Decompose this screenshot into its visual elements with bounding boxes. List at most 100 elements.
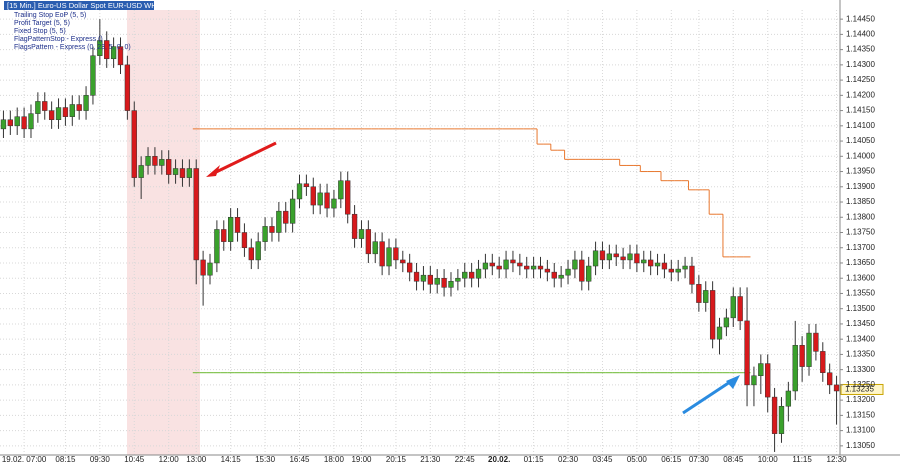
x-tick-label: 19:00 [351, 455, 372, 464]
chart-title: [15 Min.] Euro-US Dollar Spot EUR-USD WH… [7, 1, 178, 10]
candle-body [28, 113, 34, 130]
candle-body [709, 290, 716, 340]
candle-body [641, 259, 647, 264]
candle-body [145, 156, 151, 166]
candle-body [627, 253, 633, 261]
y-tick-label: 1.13200 [846, 395, 875, 404]
candle-body [599, 250, 606, 261]
y-tick-label: 1.14250 [846, 75, 875, 84]
candle-body [496, 265, 502, 270]
y-tick-label: 1.14200 [846, 90, 875, 99]
y-tick-label: 1.13850 [846, 197, 875, 206]
candle-body [524, 265, 530, 270]
candle-body [696, 284, 702, 303]
candle-body [503, 259, 509, 270]
x-tick-label: 05:00 [627, 455, 648, 464]
y-tick-label: 1.13700 [846, 243, 875, 252]
candle-body [345, 180, 351, 215]
y-tick-label: 1.13950 [846, 167, 875, 176]
x-tick-label: 02:30 [558, 455, 579, 464]
y-tick-label: 1.13450 [846, 319, 875, 328]
candle-body [124, 64, 131, 111]
candle-body [489, 262, 495, 267]
candle-body [14, 116, 20, 127]
candle-body [48, 110, 55, 120]
candle-body [647, 259, 654, 267]
candle-body [276, 210, 282, 233]
x-tick-label: 14:15 [221, 455, 242, 464]
candle-body [331, 198, 337, 209]
x-tick-label: 10:45 [124, 455, 145, 464]
candle-body [166, 159, 172, 175]
highlight-zone [127, 10, 200, 455]
y-tick-label: 1.13400 [846, 334, 875, 343]
candle-body [317, 192, 323, 206]
candle-body [0, 119, 7, 130]
candle-body [372, 241, 378, 255]
x-tick-label: 03:45 [592, 455, 613, 464]
candle-body [558, 274, 564, 279]
legend-entry: Profit Target (5, 5) [14, 20, 70, 27]
candle-body [537, 265, 544, 270]
candle-body [579, 259, 585, 282]
candle-body [654, 262, 661, 267]
candle-body [221, 229, 227, 242]
candle-body [551, 271, 557, 279]
candle-body [117, 46, 124, 66]
candle-body [21, 116, 27, 130]
y-tick-label: 1.14400 [846, 29, 875, 38]
candle-body [737, 296, 743, 322]
y-tick-label: 1.13500 [846, 304, 875, 313]
x-tick-label: 13:00 [186, 455, 207, 464]
candle-body [172, 168, 179, 175]
candle-body [544, 268, 551, 273]
x-tick-label: 21:30 [420, 455, 441, 464]
candle-body [475, 268, 482, 279]
candle-body [138, 165, 144, 178]
x-tick-label: 20.02. [488, 455, 510, 464]
candle-body [820, 351, 826, 373]
y-tick-label: 1.13100 [846, 426, 875, 435]
candle-body [530, 265, 537, 270]
candle-body [813, 332, 819, 352]
candle-body [200, 259, 206, 276]
candle-body [104, 40, 110, 60]
candle-body [7, 119, 13, 127]
candle-body [827, 372, 833, 386]
y-tick-label: 1.13150 [846, 410, 875, 419]
candle-body [434, 277, 440, 285]
candle-body [400, 259, 406, 264]
candle-body [833, 384, 840, 392]
candle-body [510, 259, 516, 264]
y-tick-label: 1.14350 [846, 45, 875, 54]
candle-body [758, 363, 764, 377]
candle-body [69, 104, 75, 117]
candle-body [234, 217, 241, 233]
plot [0, 19, 840, 452]
candle-body [42, 101, 48, 111]
candle-body [269, 226, 275, 233]
last-price: 1.13235 [845, 385, 874, 394]
candle-body [152, 156, 158, 166]
y-tick-label: 1.14150 [846, 106, 875, 115]
candle-body [689, 265, 695, 285]
candle-body [338, 180, 344, 200]
candle-body [35, 101, 41, 114]
candle-body [462, 271, 468, 279]
candle-body [248, 247, 254, 261]
y-tick-label: 1.14000 [846, 151, 875, 160]
y-tick-label: 1.14450 [846, 14, 875, 23]
candle-body [675, 268, 681, 273]
candle-body [351, 213, 358, 239]
candle-body [386, 247, 392, 267]
x-tick-label: 08:15 [55, 455, 76, 464]
candle-body [448, 281, 454, 288]
candle-body [517, 262, 523, 267]
candle-body [441, 277, 447, 288]
candle-body [407, 262, 413, 273]
candle-body [606, 253, 613, 261]
candle-body [592, 250, 599, 267]
y-tick-label: 1.13800 [846, 212, 875, 221]
candle-body [744, 320, 750, 386]
arrow-head [206, 165, 220, 177]
